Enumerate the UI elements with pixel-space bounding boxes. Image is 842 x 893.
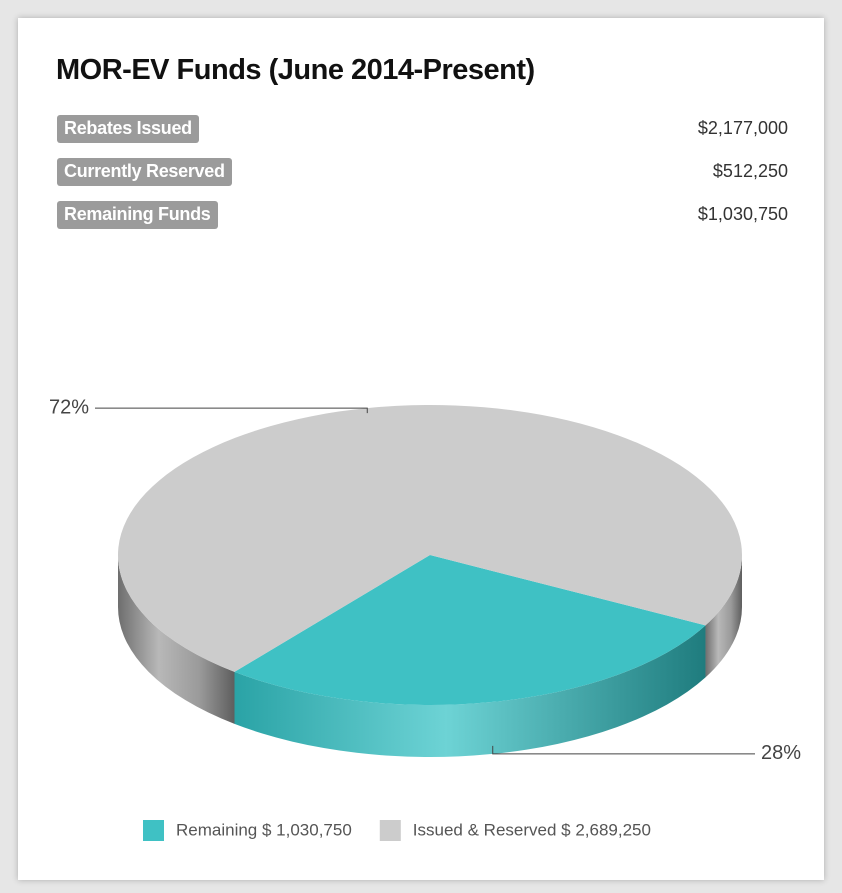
stat-label: Currently Reserved (57, 158, 232, 186)
pie-slice (117, 405, 742, 672)
legend-label: Remaining $ 1,030,750 (176, 820, 352, 839)
legend-swatch (379, 820, 401, 841)
pie-side (234, 625, 706, 758)
stat-label: Remaining Funds (57, 201, 218, 229)
stat-row: Currently Reserved $512,250 (57, 158, 788, 188)
data-label: 28% (761, 742, 801, 764)
leader-line (492, 745, 755, 755)
legend-swatch (143, 820, 164, 841)
pie-side (118, 555, 235, 724)
panel-title: MOR-EV Funds (June 2014-Present) (56, 54, 535, 86)
leader-line (95, 407, 368, 414)
stat-label: Rebates Issued (57, 115, 199, 143)
data-label: 72% (49, 396, 89, 418)
legend-label: Issued & Reserved $ 2,689,250 (413, 820, 651, 839)
pie-side (705, 555, 742, 678)
stat-row: Rebates Issued $2,177,000 (57, 115, 788, 145)
stat-value: $2,177,000 (697, 118, 788, 138)
stat-value: $512,250 (712, 161, 788, 181)
stat-value: $1,030,750 (697, 204, 788, 224)
stat-row: Remaining Funds $1,030,750 (57, 201, 788, 231)
pie-slice (234, 555, 706, 705)
